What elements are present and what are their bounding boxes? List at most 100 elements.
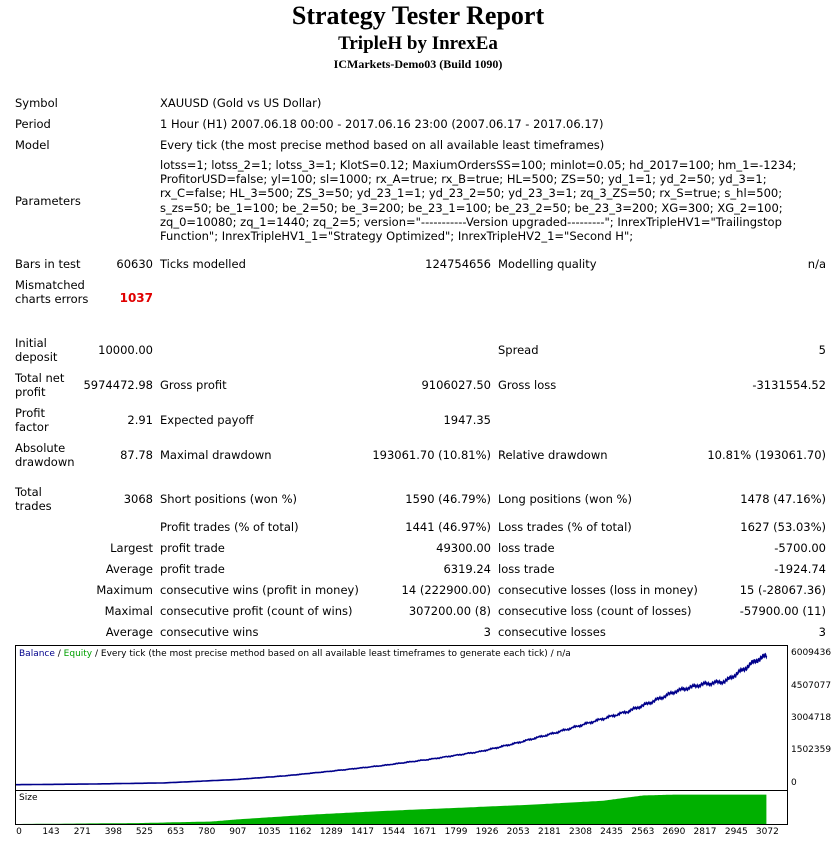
x-tick-label: 1289	[319, 827, 343, 837]
avg-label: Average	[105, 625, 153, 639]
abs-dd-label: Absolute drawdown	[15, 441, 75, 469]
x-tick-label: 2308	[569, 827, 592, 837]
x-tick-label: 398	[104, 827, 122, 837]
symbol-label: Symbol	[15, 96, 58, 110]
chart-legend: Balance / Equity / Every tick (the most …	[19, 649, 571, 659]
server-info: ICMarkets-Demo03 (Build 1090)	[333, 57, 503, 71]
ea-name: TripleH by InrexEa	[338, 33, 498, 54]
x-tick-label: 2945	[724, 827, 748, 837]
net-profit-label: Total net profit	[15, 371, 65, 399]
y-tick-label: 1502359	[791, 745, 832, 756]
x-tick-label: 2435	[600, 827, 624, 837]
size-area	[16, 794, 767, 824]
largest-loss-label: loss trade	[498, 541, 555, 555]
max-dd-value: 193061.70 (10.81%)	[372, 448, 491, 462]
model-label: Model	[15, 138, 50, 152]
avg-cons-losses-value: 3	[818, 625, 826, 639]
expected-payoff-value: 1947.35	[443, 413, 491, 427]
y-tick-label: 0	[791, 777, 797, 788]
deposit-value: 10000.00	[98, 343, 153, 357]
bars-value: 60630	[116, 257, 153, 271]
size-chart: Size	[15, 790, 788, 825]
x-tick-label: 3072	[755, 827, 779, 837]
quality-value: n/a	[807, 257, 826, 271]
maximal-cons-loss-label: consecutive loss (count of losses)	[498, 604, 692, 618]
gross-profit-value: 9106027.50	[421, 378, 491, 392]
profit-trades-label: Profit trades (% of total)	[160, 520, 299, 534]
x-tick-label: 271	[73, 827, 91, 837]
x-tick-label: 1162	[288, 827, 312, 837]
spread-label: Spread	[498, 343, 539, 357]
parameters-label: Parameters	[15, 194, 81, 208]
x-tick-label: 143	[42, 827, 60, 837]
x-tick-label: 2563	[631, 827, 655, 837]
y-tick-label: 4507077	[791, 680, 832, 691]
x-tick-label: 1799	[444, 827, 468, 837]
x-tick-label: 1544	[382, 827, 406, 837]
profit-trades-value: 1441 (46.97%)	[405, 520, 491, 534]
ticks-label: Ticks modelled	[160, 257, 246, 271]
quality-label: Modelling quality	[498, 257, 597, 271]
abs-dd-value: 87.78	[120, 448, 153, 462]
largest-label: Largest	[110, 541, 153, 555]
largest-profit-label: profit trade	[160, 541, 225, 555]
parameters-value: lotss=1; lotss_2=1; lotss_3=1; KlotS=0.1…	[160, 158, 797, 244]
avg-cons-wins-value: 3	[483, 625, 491, 639]
total-trades-label: Total trades	[15, 485, 52, 513]
average-profit-label: profit trade	[160, 562, 225, 576]
bars-label: Bars in test	[15, 257, 81, 271]
x-tick-label: 907	[229, 827, 247, 837]
maximal-cons-profit-value: 307200.00 (8)	[408, 604, 491, 618]
x-tick-label: 780	[198, 827, 216, 837]
x-tick-label: 525	[135, 827, 153, 837]
x-tick-label: 1671	[413, 827, 437, 837]
rel-dd-label: Relative drawdown	[498, 448, 608, 462]
max-cons-wins-label: consecutive wins (profit in money)	[160, 583, 359, 597]
long-value: 1478 (47.16%)	[740, 492, 826, 506]
max-cons-losses-label: consecutive losses (loss in money)	[498, 583, 698, 597]
maximum-label: Maximum	[96, 583, 153, 597]
x-tick-label: 2690	[662, 827, 686, 837]
x-tick-label: 2053	[506, 827, 530, 837]
max-cons-losses-value: 15 (-28067.36)	[739, 583, 826, 597]
total-trades-value: 3068	[123, 492, 153, 506]
average-loss-value: -1924.74	[774, 562, 826, 576]
max-cons-wins-value: 14 (222900.00)	[401, 583, 491, 597]
x-tick-label: 2817	[693, 827, 717, 837]
period-value: 1 Hour (H1) 2007.06.18 00:00 - 2017.06.1…	[160, 117, 604, 131]
balance-plot	[16, 652, 768, 786]
symbol-value: XAUUSD (Gold vs US Dollar)	[160, 96, 322, 110]
y-tick-label: 3004718	[791, 713, 832, 724]
maximal-cons-loss-value: -57900.00 (11)	[739, 604, 826, 618]
legend-description: / Every tick (the most precise method ba…	[92, 649, 571, 659]
gross-loss-value: -3131554.52	[752, 378, 826, 392]
report-title: Strategy Tester Report	[291, 1, 545, 30]
mismatched-value: 1037	[119, 291, 153, 305]
rel-dd-value: 10.81% (193061.70)	[707, 448, 826, 462]
max-dd-label: Maximal drawdown	[160, 448, 272, 462]
size-plot	[16, 794, 767, 824]
long-label: Long positions (won %)	[498, 492, 632, 506]
ticks-value: 124754656	[425, 257, 491, 271]
profit-factor-value: 2.91	[127, 413, 153, 427]
short-value: 1590 (46.79%)	[405, 492, 491, 506]
balance-line	[16, 652, 768, 786]
average-label: Average	[105, 562, 153, 576]
average-profit-value: 6319.24	[443, 562, 491, 576]
largest-profit-value: 49300.00	[436, 541, 491, 555]
profit-factor-label: Profit factor	[15, 406, 49, 434]
balance-chart: Balance / Equity / Every tick (the most …	[15, 645, 788, 793]
maximal-cons-profit-label: consecutive profit (count of wins)	[160, 604, 353, 618]
gross-loss-label: Gross loss	[498, 378, 557, 392]
model-value: Every tick (the most precise method base…	[160, 138, 605, 152]
x-tick-label: 1926	[475, 827, 499, 837]
largest-loss-value: -5700.00	[774, 541, 826, 555]
gross-profit-label: Gross profit	[160, 378, 227, 392]
x-tick-label: 0	[16, 827, 22, 837]
loss-trades-label: Loss trades (% of total)	[498, 520, 632, 534]
mismatched-label: Mismatched charts errors	[15, 278, 89, 306]
net-profit-value: 5974472.98	[83, 378, 153, 392]
avg-cons-wins-label: consecutive wins	[160, 625, 259, 639]
maximal-label: Maximal	[104, 604, 153, 618]
x-tick-label: 1035	[257, 827, 281, 837]
